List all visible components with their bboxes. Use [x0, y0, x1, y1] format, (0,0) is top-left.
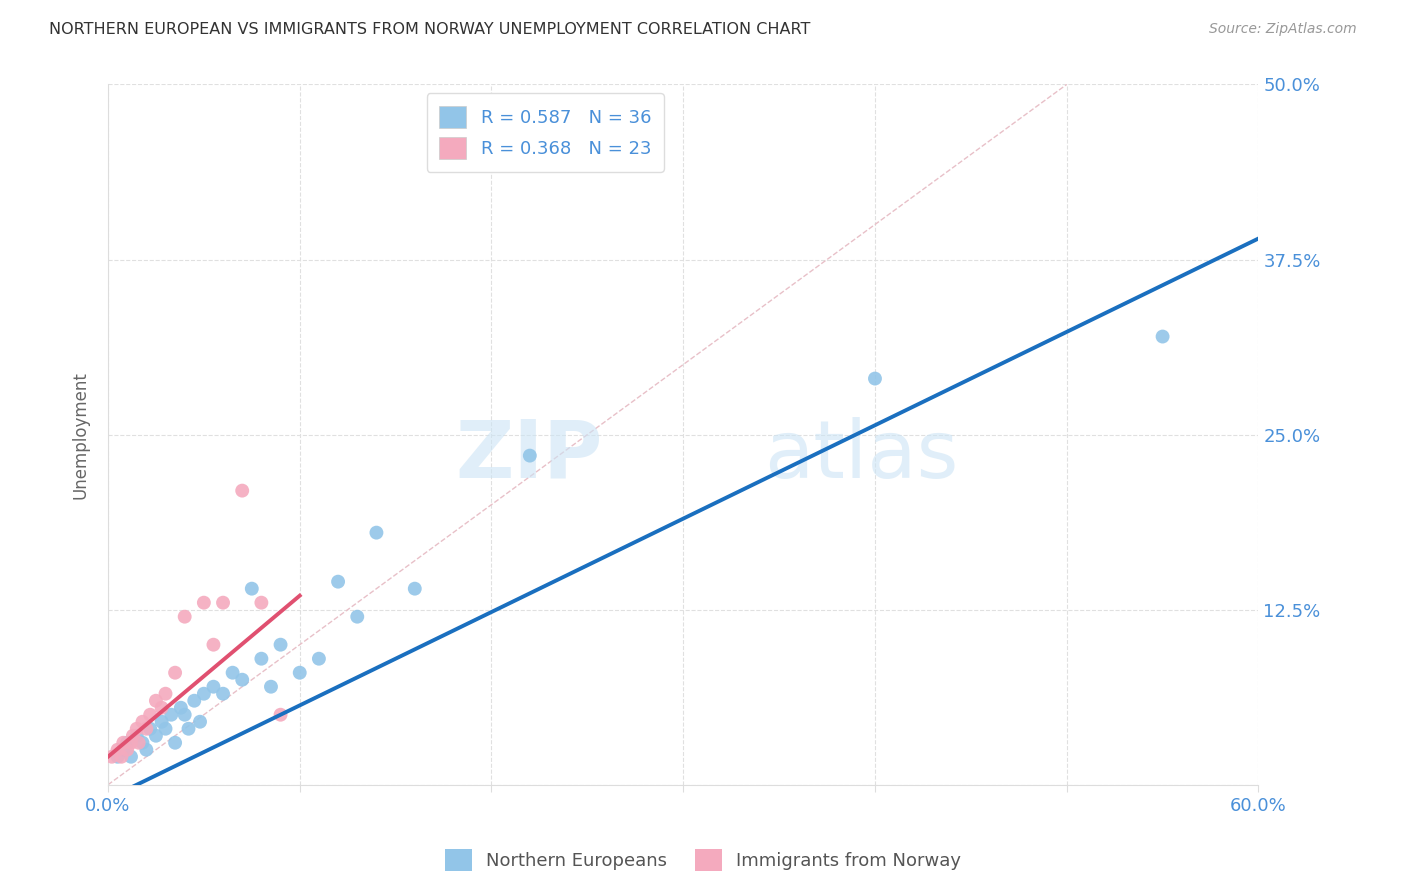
Point	[139, 707, 162, 722]
Point	[107, 749, 129, 764]
Point	[231, 673, 253, 687]
Point	[519, 449, 541, 463]
Point	[270, 707, 292, 722]
Point	[326, 574, 349, 589]
Point	[155, 722, 177, 736]
Point	[101, 749, 124, 764]
Point	[135, 722, 157, 736]
Point	[270, 638, 292, 652]
Point	[308, 651, 330, 665]
Point	[150, 700, 173, 714]
Point	[131, 736, 153, 750]
Y-axis label: Unemployment: Unemployment	[72, 371, 89, 499]
Point	[107, 743, 129, 757]
Point	[863, 371, 886, 385]
Point	[150, 714, 173, 729]
Point	[366, 525, 388, 540]
Point	[115, 736, 138, 750]
Point	[120, 736, 142, 750]
Point	[188, 714, 211, 729]
Point	[122, 729, 145, 743]
Point	[165, 736, 187, 750]
Point	[202, 680, 225, 694]
Text: atlas: atlas	[763, 417, 957, 494]
Point	[183, 694, 205, 708]
Point	[173, 609, 195, 624]
Point	[212, 687, 235, 701]
Point	[131, 714, 153, 729]
Point	[120, 749, 142, 764]
Point	[125, 722, 148, 736]
Text: NORTHERN EUROPEAN VS IMMIGRANTS FROM NORWAY UNEMPLOYMENT CORRELATION CHART: NORTHERN EUROPEAN VS IMMIGRANTS FROM NOR…	[49, 22, 811, 37]
Point	[145, 694, 167, 708]
Point	[250, 651, 273, 665]
Point	[288, 665, 311, 680]
Point	[404, 582, 426, 596]
Point	[135, 743, 157, 757]
Point	[145, 729, 167, 743]
Point	[231, 483, 253, 498]
Point	[260, 680, 283, 694]
Text: Source: ZipAtlas.com: Source: ZipAtlas.com	[1209, 22, 1357, 37]
Point	[193, 596, 215, 610]
Point	[112, 743, 135, 757]
Legend: Northern Europeans, Immigrants from Norway: Northern Europeans, Immigrants from Norw…	[437, 842, 969, 879]
Point	[202, 638, 225, 652]
Point	[115, 743, 138, 757]
Point	[193, 687, 215, 701]
Point	[221, 665, 243, 680]
Legend: R = 0.587   N = 36, R = 0.368   N = 23: R = 0.587 N = 36, R = 0.368 N = 23	[426, 94, 664, 172]
Point	[125, 729, 148, 743]
Point	[128, 736, 150, 750]
Point	[346, 609, 368, 624]
Point	[1152, 329, 1174, 343]
Point	[155, 687, 177, 701]
Point	[173, 707, 195, 722]
Point	[212, 596, 235, 610]
Point	[160, 707, 183, 722]
Point	[177, 722, 200, 736]
Point	[139, 722, 162, 736]
Point	[165, 665, 187, 680]
Point	[240, 582, 263, 596]
Text: ZIP: ZIP	[456, 417, 603, 494]
Point	[112, 736, 135, 750]
Point	[110, 749, 132, 764]
Point	[170, 700, 193, 714]
Point	[250, 596, 273, 610]
